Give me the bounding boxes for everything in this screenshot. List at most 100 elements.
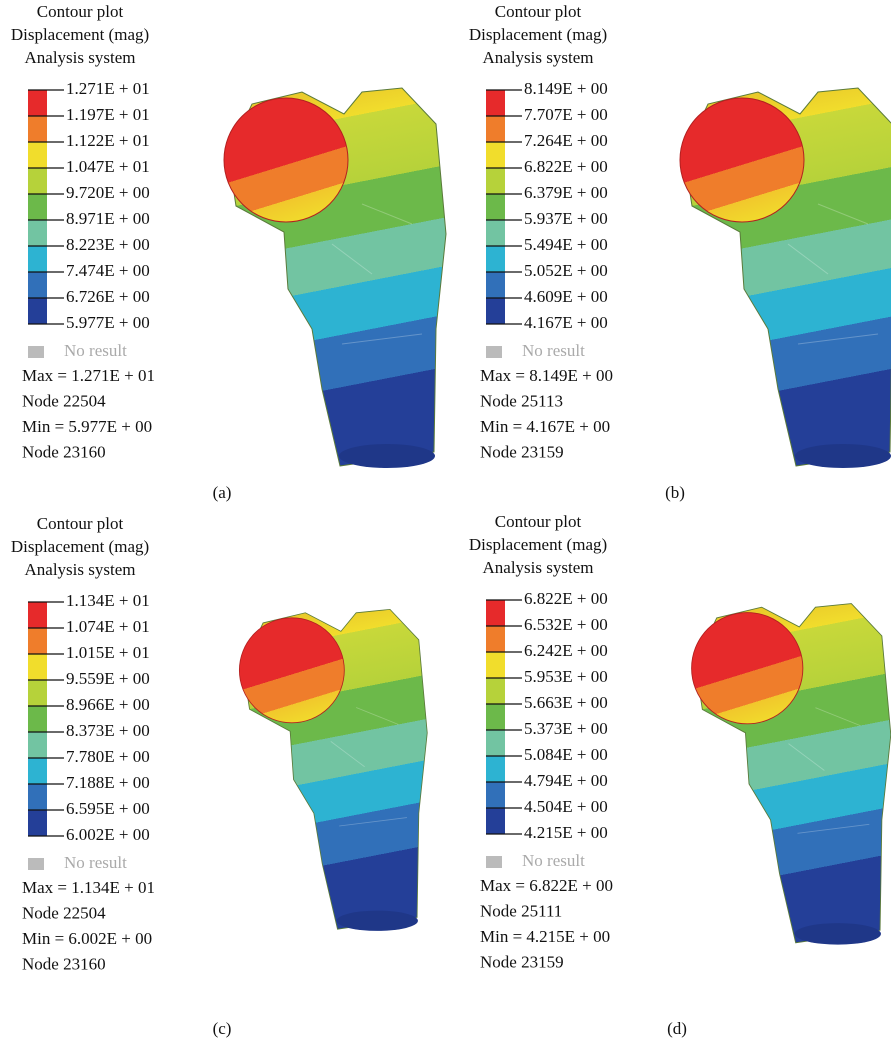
legend-label: 6.726E + 00: [66, 287, 150, 306]
color-band: [28, 706, 47, 732]
legend-label: 5.373E + 00: [524, 719, 608, 738]
stat-line: Node 23159: [480, 442, 564, 461]
color-band: [28, 680, 47, 706]
stat-line: Node 25113: [480, 391, 563, 410]
color-band: [28, 298, 47, 324]
legend-label: 5.494E + 00: [524, 235, 608, 254]
no-result-label: No result: [522, 851, 585, 870]
legend-label: 4.504E + 00: [524, 797, 608, 816]
legend-label: 5.084E + 00: [524, 745, 608, 764]
color-band: [28, 90, 47, 116]
color-band: [28, 116, 47, 142]
legend-label: 4.215E + 00: [524, 823, 608, 842]
legend-label: 7.780E + 00: [66, 747, 150, 766]
legend-label: 8.966E + 00: [66, 695, 150, 714]
caption: (a): [213, 483, 232, 502]
color-band: [28, 784, 47, 810]
color-band: [486, 730, 505, 756]
legend-label: 5.953E + 00: [524, 667, 608, 686]
figure: Contour plot Displacement (mag) Analysis s…: [0, 0, 891, 1047]
legend-title: Analysis system: [25, 560, 136, 579]
legend-label: 6.822E + 00: [524, 589, 608, 608]
femur-image: [239, 609, 427, 931]
legend-label: 7.188E + 00: [66, 773, 150, 792]
stat-line: Min = 6.002E + 00: [22, 929, 152, 948]
stat-line: Min = 4.167E + 00: [480, 417, 610, 436]
legend-label: 5.663E + 00: [524, 693, 608, 712]
legend-label: 6.379E + 00: [524, 183, 608, 202]
stat-line: Node 23160: [22, 442, 106, 461]
legend-title: Analysis system: [483, 48, 594, 67]
no-result-swatch: [486, 346, 502, 358]
legend-label: 8.149E + 00: [524, 79, 608, 98]
color-band: [486, 626, 505, 652]
color-band: [486, 272, 505, 298]
legend-label: 4.794E + 00: [524, 771, 608, 790]
legend-label: 8.223E + 00: [66, 235, 150, 254]
color-band: [486, 298, 505, 324]
color-band: [28, 194, 47, 220]
legend-title: Contour plot: [495, 512, 582, 531]
color-band: [486, 246, 505, 272]
color-band: [486, 808, 505, 834]
legend-label: 1.271E + 01: [66, 79, 150, 98]
no-result-swatch: [486, 856, 502, 868]
legend-label: 6.002E + 00: [66, 825, 150, 844]
femur-image: [224, 88, 446, 468]
color-band: [486, 194, 505, 220]
legend-title: Analysis system: [25, 48, 136, 67]
color-band: [486, 678, 505, 704]
caption: (d): [667, 1019, 687, 1038]
legend-title: Contour plot: [37, 514, 124, 533]
color-band: [28, 732, 47, 758]
legend-label: 4.167E + 00: [524, 313, 608, 332]
stat-line: Max = 6.822E + 00: [480, 876, 613, 895]
legend-title: Contour plot: [495, 2, 582, 21]
no-result-label: No result: [522, 341, 585, 360]
color-band: [486, 704, 505, 730]
color-band: [28, 246, 47, 272]
color-band: [486, 600, 505, 626]
stat-line: Node 23160: [22, 954, 106, 973]
stat-line: Node 25111: [480, 901, 562, 920]
legend-title: Displacement (mag): [11, 25, 149, 44]
legend-label: 5.937E + 00: [524, 209, 608, 228]
legend-label: 7.707E + 00: [524, 105, 608, 124]
stat-line: Node 22504: [22, 903, 106, 922]
legend-label: 8.373E + 00: [66, 721, 150, 740]
color-band: [28, 654, 47, 680]
femur-image: [692, 604, 891, 945]
color-band: [28, 142, 47, 168]
legend-label: 6.242E + 00: [524, 641, 608, 660]
no-result-swatch: [28, 858, 44, 870]
no-result-label: No result: [64, 853, 127, 872]
color-band: [486, 782, 505, 808]
color-band: [28, 602, 47, 628]
stat-line: Min = 5.977E + 00: [22, 417, 152, 436]
legend-title: Displacement (mag): [469, 535, 607, 554]
legend-label: 6.532E + 00: [524, 615, 608, 634]
stat-line: Max = 1.134E + 01: [22, 878, 155, 897]
legend-label: 9.559E + 00: [66, 669, 150, 688]
color-band: [28, 758, 47, 784]
legend-label: 7.474E + 00: [66, 261, 150, 280]
legend-label: 5.052E + 00: [524, 261, 608, 280]
legend-label: 4.609E + 00: [524, 287, 608, 306]
femur-image: [680, 88, 891, 468]
color-band: [486, 652, 505, 678]
legend-title: Contour plot: [37, 2, 124, 21]
legend-label: 9.720E + 00: [66, 183, 150, 202]
legend-label: 1.122E + 01: [66, 131, 150, 150]
color-band: [486, 90, 505, 116]
legend-label: 5.977E + 00: [66, 313, 150, 332]
color-band: [486, 168, 505, 194]
legend-label: 1.134E + 01: [66, 591, 150, 610]
legend-label: 7.264E + 00: [524, 131, 608, 150]
legend-label: 6.822E + 00: [524, 157, 608, 176]
color-band: [486, 220, 505, 246]
stat-line: Min = 4.215E + 00: [480, 927, 610, 946]
legend-label: 1.047E + 01: [66, 157, 150, 176]
stat-line: Max = 8.149E + 00: [480, 366, 613, 385]
no-result-swatch: [28, 346, 44, 358]
color-band: [28, 810, 47, 836]
